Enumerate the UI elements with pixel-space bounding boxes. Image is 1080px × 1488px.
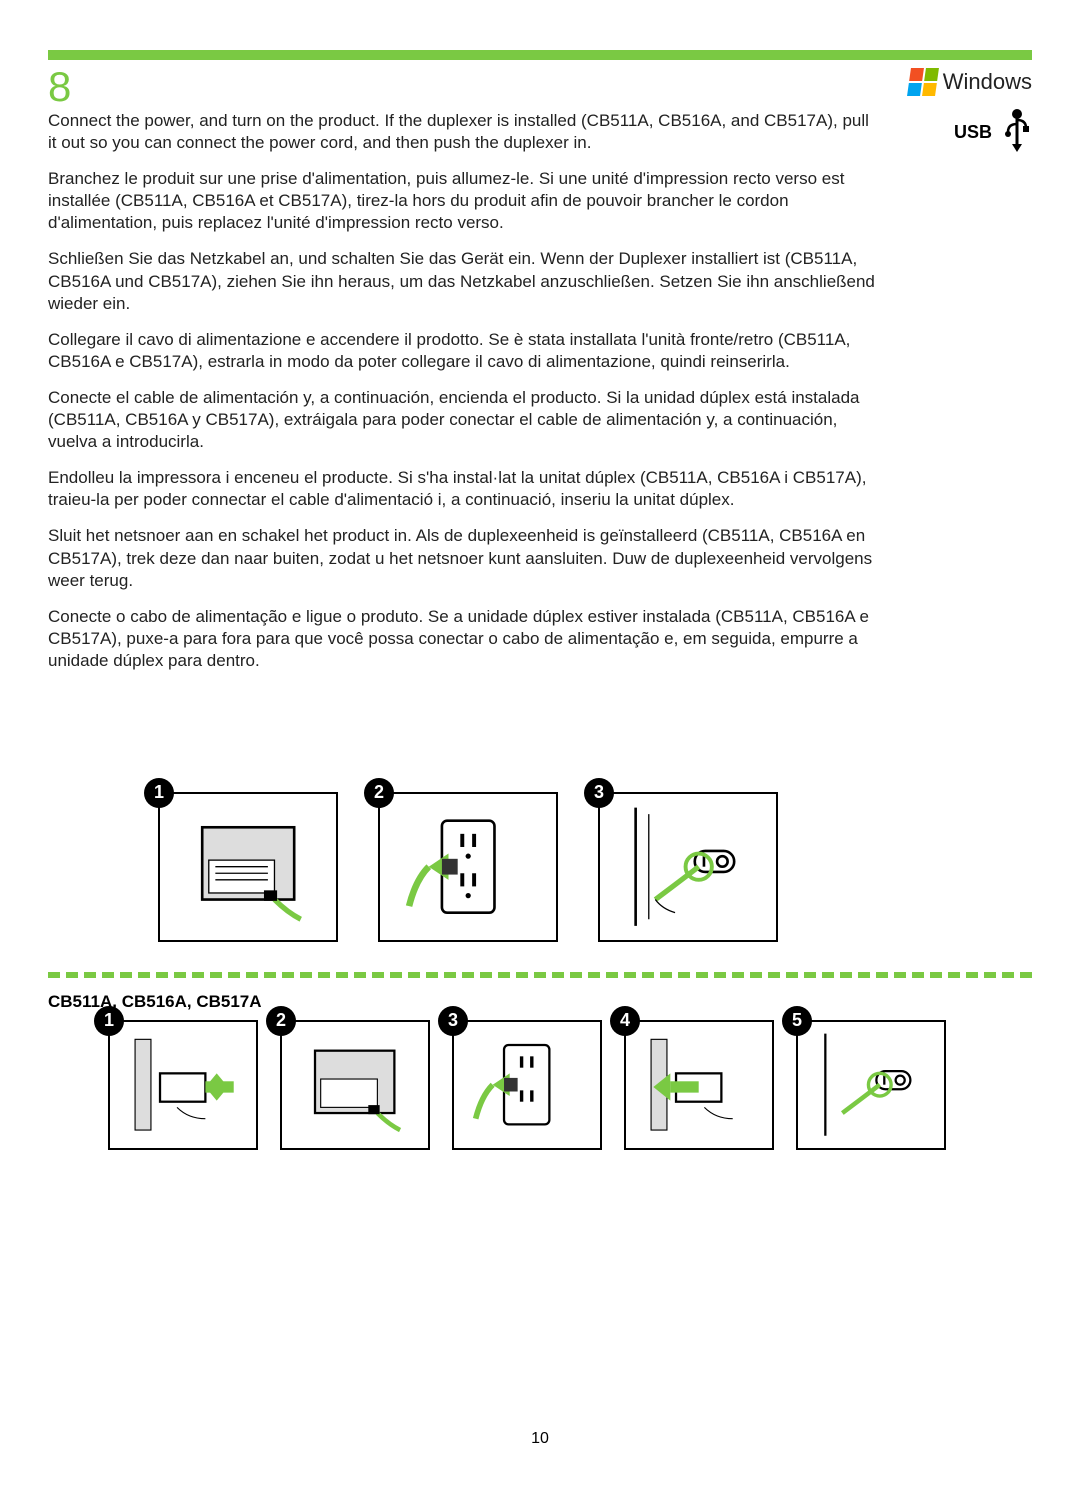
step-badge: 3 [438, 1006, 468, 1036]
step-badge: 1 [94, 1006, 124, 1036]
instruction-fr: Branchez le produit sur une prise d'alim… [48, 168, 882, 234]
diagram-plug-outlet-b: 3 [452, 1020, 602, 1150]
instruction-it: Collegare il cavo di alimentazione e acc… [48, 329, 882, 373]
step-number: 8 [48, 66, 882, 108]
diagram-power-switch: 3 [598, 792, 778, 942]
diagram-connect-power-b: 2 [280, 1020, 430, 1150]
step-badge: 4 [610, 1006, 640, 1036]
top-diagram-row: 1 2 [48, 792, 1032, 942]
instruction-es: Conecte el cable de alimentación y, a co… [48, 387, 882, 453]
step-badge: 2 [266, 1006, 296, 1036]
instruction-de: Schließen Sie das Netzkabel an, und scha… [48, 248, 882, 314]
windows-flag-icon [907, 68, 939, 96]
diagram-connect-power: 1 [158, 792, 338, 942]
windows-label: Windows [943, 69, 1032, 95]
bottom-diagram-row: 1 2 3 [48, 1020, 1032, 1150]
dashed-divider [48, 972, 1032, 978]
usb-label: USB [954, 122, 992, 143]
step-badge: 5 [782, 1006, 812, 1036]
step-badge: 1 [144, 778, 174, 808]
diagram-pull-duplexer: 1 [108, 1020, 258, 1150]
instruction-pt: Conecte o cabo de alimentação e ligue o … [48, 606, 882, 672]
page-number: 10 [0, 1430, 1080, 1448]
usb-icon [1002, 108, 1032, 157]
diagram-plug-outlet: 2 [378, 792, 558, 942]
model-label: CB511A, CB516A, CB517A [48, 992, 1032, 1012]
diagram-power-switch-b: 5 [796, 1020, 946, 1150]
section-accent-bar [48, 50, 1032, 60]
step-badge: 2 [364, 778, 394, 808]
windows-logo: Windows [909, 68, 1032, 96]
instruction-ca: Endolleu la impressora i enceneu el prod… [48, 467, 882, 511]
instruction-nl: Sluit het netsnoer aan en schakel het pr… [48, 525, 882, 591]
diagram-push-duplexer: 4 [624, 1020, 774, 1150]
instruction-en: Connect the power, and turn on the produ… [48, 110, 882, 154]
usb-badge: USB [954, 108, 1032, 157]
step-badge: 3 [584, 778, 614, 808]
